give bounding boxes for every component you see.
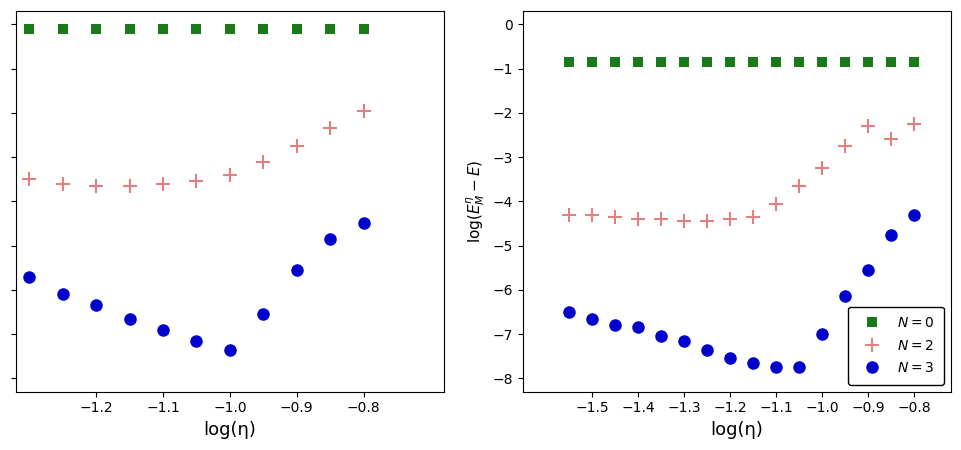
$N=2$ [724, 216, 735, 222]
$N=3$ [770, 364, 781, 370]
$N=0$ [654, 59, 666, 65]
X-axis label: log(η): log(η) [203, 421, 256, 439]
$N=0$ [838, 59, 850, 65]
$N=3$ [701, 347, 712, 352]
$N=0$ [585, 59, 597, 65]
$N=0$ [747, 59, 758, 65]
$N=3$ [724, 356, 735, 361]
Legend: $N=0$, $N=2$, $N=3$: $N=0$, $N=2$, $N=3$ [848, 306, 943, 385]
Line: $N=2$: $N=2$ [561, 117, 920, 228]
$N=3$ [608, 323, 620, 328]
$N=0$ [631, 59, 643, 65]
$N=2$ [793, 183, 804, 189]
$N=0$ [724, 59, 735, 65]
$N=3$ [884, 232, 896, 237]
$N=0$ [770, 59, 781, 65]
$N=0$ [816, 59, 827, 65]
Line: $N=3$: $N=3$ [563, 209, 919, 373]
$N=2$ [631, 216, 643, 222]
$N=3$ [585, 316, 597, 321]
$N=0$ [701, 59, 712, 65]
$N=3$ [563, 309, 575, 315]
$N=2$ [585, 212, 597, 217]
$N=3$ [907, 212, 919, 217]
$N=2$ [654, 216, 666, 222]
$N=0$ [608, 59, 620, 65]
$N=2$ [608, 214, 620, 220]
$N=3$ [861, 267, 873, 273]
$N=2$ [701, 219, 712, 224]
$N=3$ [678, 338, 689, 343]
X-axis label: log(η): log(η) [710, 421, 763, 439]
$N=3$ [631, 325, 643, 330]
$N=0$ [861, 59, 873, 65]
$N=2$ [884, 137, 896, 142]
$N=3$ [816, 331, 827, 337]
$N=0$ [884, 59, 896, 65]
$N=2$ [747, 214, 758, 220]
$N=2$ [816, 166, 827, 171]
$N=0$ [678, 59, 689, 65]
$N=3$ [747, 360, 758, 365]
$N=0$ [563, 59, 575, 65]
$N=3$ [654, 333, 666, 339]
$N=2$ [861, 123, 873, 129]
$N=2$ [678, 219, 689, 224]
$N=2$ [563, 212, 575, 217]
$N=2$ [770, 201, 781, 206]
Line: $N=0$: $N=0$ [564, 57, 918, 67]
$N=2$ [907, 121, 919, 126]
$N=3$ [838, 294, 850, 299]
$N=0$ [793, 59, 804, 65]
$N=0$ [907, 59, 919, 65]
$N=2$ [838, 144, 850, 149]
$N=3$ [793, 364, 804, 370]
Y-axis label: $\log(E_M^\eta - E)$: $\log(E_M^\eta - E)$ [464, 160, 487, 243]
